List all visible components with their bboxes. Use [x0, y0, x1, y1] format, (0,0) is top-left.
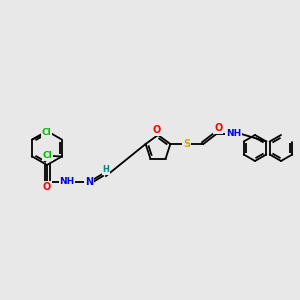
Text: S: S	[183, 139, 190, 149]
Text: NH: NH	[226, 130, 241, 139]
Text: Cl: Cl	[41, 128, 51, 137]
Text: O: O	[153, 125, 161, 135]
Text: Cl: Cl	[43, 151, 52, 160]
Text: O: O	[43, 182, 51, 192]
Text: O: O	[214, 123, 223, 133]
Text: H: H	[103, 166, 110, 175]
Text: N: N	[85, 177, 93, 187]
Text: NH: NH	[59, 178, 75, 187]
